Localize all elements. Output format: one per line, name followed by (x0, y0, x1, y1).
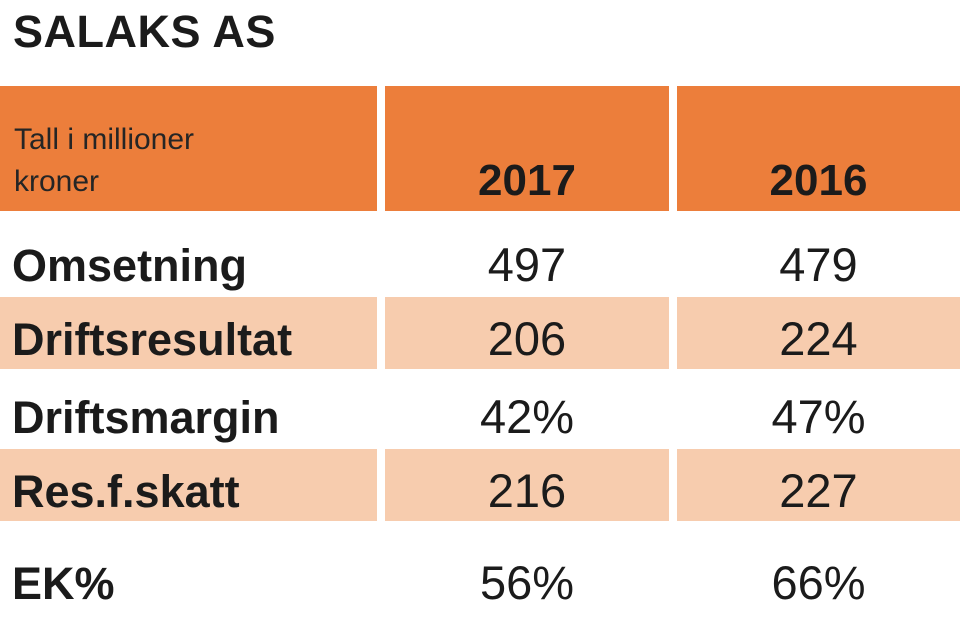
value: 42% (479, 390, 575, 443)
value: 56% (479, 556, 575, 609)
value-cell: 47% (677, 371, 960, 447)
value-cell: 479 (677, 211, 960, 295)
row-label: EK% (12, 558, 115, 609)
value: 497 (487, 238, 567, 291)
row-label: Res.f.skatt (12, 466, 240, 517)
value: 47% (771, 390, 866, 443)
row-label: Driftsmargin (12, 392, 280, 443)
value: 216 (487, 464, 567, 517)
value: 224 (779, 312, 858, 365)
value: 227 (779, 464, 858, 517)
value: 66% (771, 556, 866, 609)
row-label: Omsetning (12, 240, 248, 291)
row-label-cell: Res.f.skatt (0, 447, 377, 523)
value: 479 (779, 238, 858, 291)
row-label: Driftsresultat (12, 314, 293, 365)
value-cell: 227 (677, 447, 960, 523)
value-cell: 42% (385, 371, 669, 447)
table-header-year-2016: 2016 (677, 86, 960, 211)
row-label-cell: EK% (0, 523, 377, 613)
unit-label: Tall i millioner kroner (14, 122, 195, 199)
value-cell: 224 (677, 295, 960, 371)
year-label: 2016 (769, 156, 868, 205)
row-label-cell: Driftsmargin (0, 371, 377, 447)
financial-table: Tall i millioner kroner 2017 2016 Omsetn… (0, 86, 960, 613)
table-header-year-2017: 2017 (385, 86, 669, 211)
value: 206 (487, 312, 567, 365)
value-cell: 56% (385, 523, 669, 613)
page-title: SALAKS AS (13, 6, 276, 57)
row-label-cell: Driftsresultat (0, 295, 377, 371)
year-label: 2017 (478, 156, 576, 205)
value-cell: 497 (385, 211, 669, 295)
value-cell: 66% (677, 523, 960, 613)
value-cell: 216 (385, 447, 669, 523)
table-header-unit-cell: Tall i millioner kroner (0, 86, 377, 211)
value-cell: 206 (385, 295, 669, 371)
row-label-cell: Omsetning (0, 211, 377, 295)
